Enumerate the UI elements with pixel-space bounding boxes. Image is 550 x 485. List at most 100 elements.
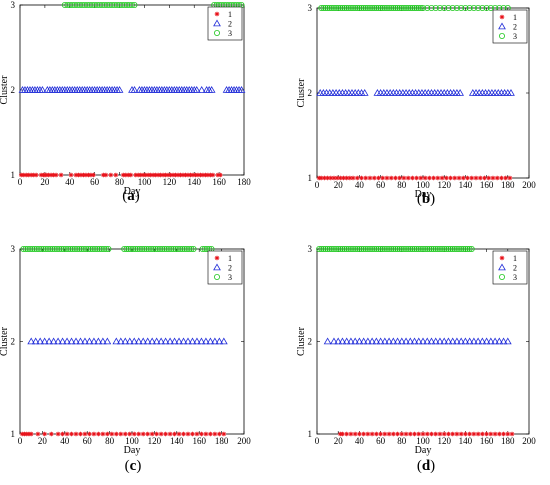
data-point xyxy=(174,245,181,252)
data-point xyxy=(73,172,79,178)
data-point xyxy=(480,431,485,437)
data-point xyxy=(384,175,390,181)
data-point xyxy=(337,5,344,11)
data-point xyxy=(56,245,63,252)
data-point xyxy=(469,175,475,181)
data-point xyxy=(31,172,36,178)
x-tick-label: 40 xyxy=(355,180,365,190)
data-point xyxy=(379,5,386,11)
data-point xyxy=(237,85,246,93)
data-point xyxy=(184,337,192,345)
data-point xyxy=(445,5,452,11)
data-point xyxy=(205,172,211,178)
data-point xyxy=(158,431,164,437)
data-point xyxy=(447,245,454,252)
data-point xyxy=(96,431,101,437)
data-point xyxy=(403,245,410,252)
data-point xyxy=(474,337,483,345)
data-point xyxy=(342,337,351,345)
data-point xyxy=(73,431,79,437)
data-point xyxy=(98,245,105,252)
series-2 xyxy=(18,85,246,93)
data-point xyxy=(148,337,157,345)
data-point xyxy=(364,5,371,11)
data-point xyxy=(341,175,346,181)
data-point xyxy=(385,337,393,345)
panel-label: (b) xyxy=(417,191,435,207)
data-point xyxy=(340,431,345,437)
data-point xyxy=(163,172,168,178)
data-point xyxy=(398,245,405,252)
data-point xyxy=(499,175,504,181)
data-point xyxy=(441,5,448,11)
data-point xyxy=(479,5,486,11)
data-point xyxy=(458,431,464,437)
data-point xyxy=(54,337,62,345)
data-point xyxy=(108,172,114,178)
data-point xyxy=(419,5,426,11)
data-point xyxy=(134,337,143,345)
data-point xyxy=(156,245,163,252)
data-point xyxy=(499,337,508,345)
data-point xyxy=(217,431,222,437)
data-point xyxy=(120,172,126,178)
data-point xyxy=(109,431,115,437)
data-point xyxy=(462,5,469,11)
data-point xyxy=(88,172,94,178)
data-point xyxy=(76,245,83,252)
x-axis-label: Day xyxy=(415,189,432,200)
data-point xyxy=(491,337,499,345)
data-point xyxy=(200,172,206,178)
data-point xyxy=(78,245,85,252)
data-point xyxy=(363,175,369,181)
data-point xyxy=(176,431,182,437)
legend-marker xyxy=(213,263,221,271)
panel-label: (d) xyxy=(417,458,435,474)
data-point xyxy=(361,431,366,437)
data-point xyxy=(446,431,451,437)
data-point xyxy=(76,172,81,178)
x-tick-label: 0 xyxy=(18,436,23,446)
data-point xyxy=(450,431,455,437)
legend-label: 3 xyxy=(513,273,517,282)
y-tick-label: 1 xyxy=(308,173,313,183)
data-point xyxy=(375,5,382,11)
data-point xyxy=(359,337,368,345)
x-tick-label: 160 xyxy=(212,177,226,187)
data-point xyxy=(428,245,435,252)
data-point xyxy=(354,175,360,181)
data-point xyxy=(452,175,458,181)
x-tick-label: 160 xyxy=(192,436,206,446)
data-point xyxy=(461,337,470,345)
data-point xyxy=(424,245,431,252)
data-point xyxy=(185,431,191,437)
data-point xyxy=(173,172,178,178)
data-point xyxy=(458,5,465,11)
data-point xyxy=(139,337,148,345)
data-point xyxy=(369,431,375,437)
data-point xyxy=(433,431,439,437)
data-point xyxy=(466,5,473,11)
data-point xyxy=(414,337,423,345)
legend-marker xyxy=(499,14,505,20)
data-point xyxy=(334,175,340,181)
data-point xyxy=(419,337,427,345)
data-point xyxy=(67,337,76,345)
data-point xyxy=(125,337,134,345)
data-point xyxy=(507,175,513,181)
data-point xyxy=(115,85,124,93)
data-point xyxy=(193,337,201,345)
panel-c: 0 20 40 60 80 100 120 140 160 180 200123DayCluster… xyxy=(0,244,251,474)
data-point xyxy=(127,431,133,437)
data-point xyxy=(377,245,384,252)
legend-label: 1 xyxy=(228,10,232,19)
data-point xyxy=(131,431,137,437)
data-point xyxy=(183,172,188,178)
data-point xyxy=(113,172,119,178)
data-point xyxy=(364,245,371,252)
data-point xyxy=(65,245,72,252)
data-point xyxy=(130,245,137,252)
data-point xyxy=(386,431,392,437)
data-point xyxy=(344,431,349,437)
data-point xyxy=(359,175,364,181)
